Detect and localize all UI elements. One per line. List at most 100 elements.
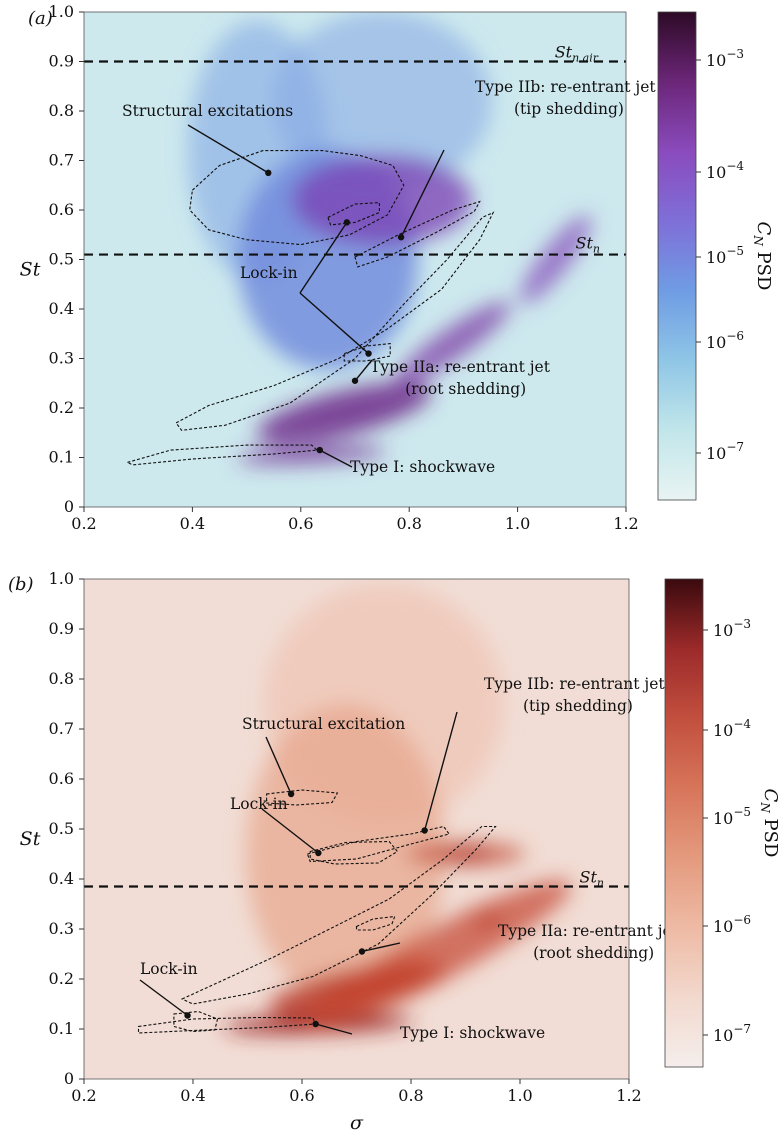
annotation-point [365, 350, 372, 357]
y-tick-label: 1.0 [49, 2, 74, 21]
y-tick-label: 0.3 [49, 349, 74, 368]
heatmap-blob [256, 382, 432, 444]
annotation-point [312, 1020, 319, 1028]
region-lock-in-lower [173, 1010, 219, 1033]
x-tick-label: 1.2 [613, 514, 638, 533]
y-tick-label: 0 [64, 497, 74, 516]
region-type-IIa [175, 211, 495, 431]
annotation-point [287, 790, 295, 798]
y-tick-label: 0.3 [49, 919, 74, 938]
annotation-leader [400, 149, 445, 238]
reference-line-label: Stn air [555, 43, 599, 65]
y-tick-label: 0 [64, 1069, 74, 1088]
y-tick-label: 1.0 [49, 569, 74, 588]
y-tick-label: 0.9 [49, 619, 74, 638]
x-tick-label: 0.4 [180, 1086, 205, 1105]
region-type-IIb [306, 825, 451, 863]
x-tick-label: 0.8 [398, 1086, 423, 1105]
annotation-leader [299, 221, 348, 294]
y-tick-label: 0.2 [49, 969, 74, 988]
y-tick-label: 0.1 [49, 1019, 74, 1038]
annotation-label: Type IIb: re-entrant jet (tip shedding) [484, 675, 665, 715]
annotation-point [316, 446, 323, 454]
annotation-regions [125, 150, 495, 466]
annotation-leader [187, 124, 269, 174]
y-tick-label: 0.7 [49, 719, 74, 738]
colorbar-tick-label: 10−5 [713, 805, 751, 828]
x-tick-label: 0.8 [396, 514, 421, 533]
annotation-label: Type IIa: re-entrant jet (root shedding) [370, 358, 551, 398]
y-tick-label: 0.6 [49, 769, 74, 788]
annotation-label: Lock-in [240, 264, 298, 282]
x-tick-label: 1.2 [616, 1086, 641, 1105]
colorbar-label: CN PSD [758, 789, 781, 858]
heatmap-blob [236, 446, 387, 464]
colorbar-tick-label: 10−7 [713, 1022, 751, 1045]
annotation-point [351, 377, 359, 384]
heatmap-area [84, 12, 626, 507]
colorbar-tick-label: 10−4 [713, 717, 751, 740]
reference-line-label: Stn [580, 868, 604, 890]
annotation-point [343, 219, 351, 226]
annotation-label: Type IIb: re-entrant jet (tip shedding) [475, 78, 656, 118]
heatmap-blob [305, 879, 572, 1029]
panel-a: Stn air Stn 0.2 0.4 0.6 0.8 1.0 1.2 0 0.1 0.2 0.3 0.… [20, 2, 774, 533]
annotation-leader [361, 942, 401, 953]
region-type-IIa [180, 825, 497, 1005]
x-tick-label: 0.6 [289, 1086, 314, 1105]
y-tick-label: 0.5 [49, 250, 74, 269]
x-tick-label: 0.2 [71, 514, 96, 533]
y-axis-label: St [20, 828, 41, 850]
x-tick-label: 0.4 [180, 514, 205, 533]
x-tick-label: 1.0 [505, 514, 530, 533]
annotation-leader [315, 1023, 353, 1035]
colorbar [657, 11, 697, 501]
annotation-leader [423, 711, 458, 831]
annotation-point [265, 169, 272, 177]
annotation-point [184, 1012, 191, 1019]
panel-label: (a) [28, 8, 53, 29]
heatmap-blob [292, 155, 473, 246]
region-type-I [125, 444, 319, 466]
heatmap-blob [405, 842, 526, 866]
annotation-leader [265, 736, 292, 795]
annotation-point [421, 827, 428, 834]
annotation-label: Type I: shockwave [400, 1024, 545, 1042]
y-tick-label: 0.1 [49, 448, 74, 467]
region-lock-in-lower [343, 342, 391, 362]
annotation-label: Type I: shockwave [350, 458, 495, 476]
panel-b: Stn 0.2 0.4 0.6 0.8 1.0 1.2 0 0.1 0.2 0.3 0.4 0.5 0.6… [8, 569, 781, 1134]
y-tick-label: 0.8 [49, 669, 74, 688]
x-tick-label: 1.0 [507, 1086, 532, 1105]
colorbar-tick-label: 10−3 [706, 47, 744, 70]
annotation-point [358, 948, 366, 955]
y-tick-label: 0.9 [49, 52, 74, 71]
heatmap-area [84, 579, 629, 1079]
colorbar-tick-label: 10−4 [706, 159, 744, 182]
region-structural-excitations [189, 150, 405, 246]
y-axis-label: St [20, 259, 41, 281]
annotation-label: Lock-in [230, 795, 288, 813]
colorbar-tick-label: 10−3 [713, 617, 751, 640]
annotation-leader [261, 808, 319, 854]
y-tick-label: 0.2 [49, 398, 74, 417]
y-tick-label: 0.4 [49, 299, 74, 318]
x-tick-label: 0.6 [288, 514, 313, 533]
heatmap-intensity [187, 12, 592, 464]
heatmap-blob [394, 301, 511, 386]
colorbar-tick-label: 10−7 [706, 440, 744, 463]
y-tick-label: 0.7 [49, 151, 74, 170]
annotation-label: Lock-in [140, 960, 198, 978]
region-lock-in-small [355, 915, 396, 931]
y-tick-label: 0.8 [49, 101, 74, 120]
annotation-point [315, 849, 322, 857]
region-structural-excitation [266, 789, 339, 806]
region-lock-in-upper [327, 202, 380, 226]
annotation-leader [354, 359, 373, 382]
colorbar-tick-label: 10−5 [706, 244, 744, 267]
heatmap-intensity [223, 584, 572, 1034]
annotation-leader [139, 979, 188, 1017]
annotation-label: Structural excitation [242, 715, 405, 733]
y-tick-label: 0.5 [49, 819, 74, 838]
